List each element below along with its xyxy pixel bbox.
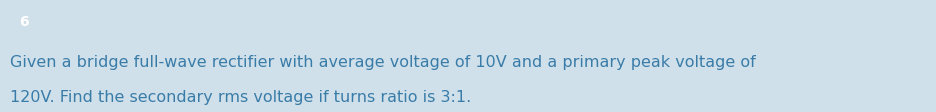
Text: 6: 6 (19, 15, 29, 29)
Text: 120V. Find the secondary rms voltage if turns ratio is 3:1.: 120V. Find the secondary rms voltage if … (10, 90, 471, 105)
Text: Given a bridge full-wave rectifier with average voltage of 10V and a primary pea: Given a bridge full-wave rectifier with … (10, 55, 755, 70)
